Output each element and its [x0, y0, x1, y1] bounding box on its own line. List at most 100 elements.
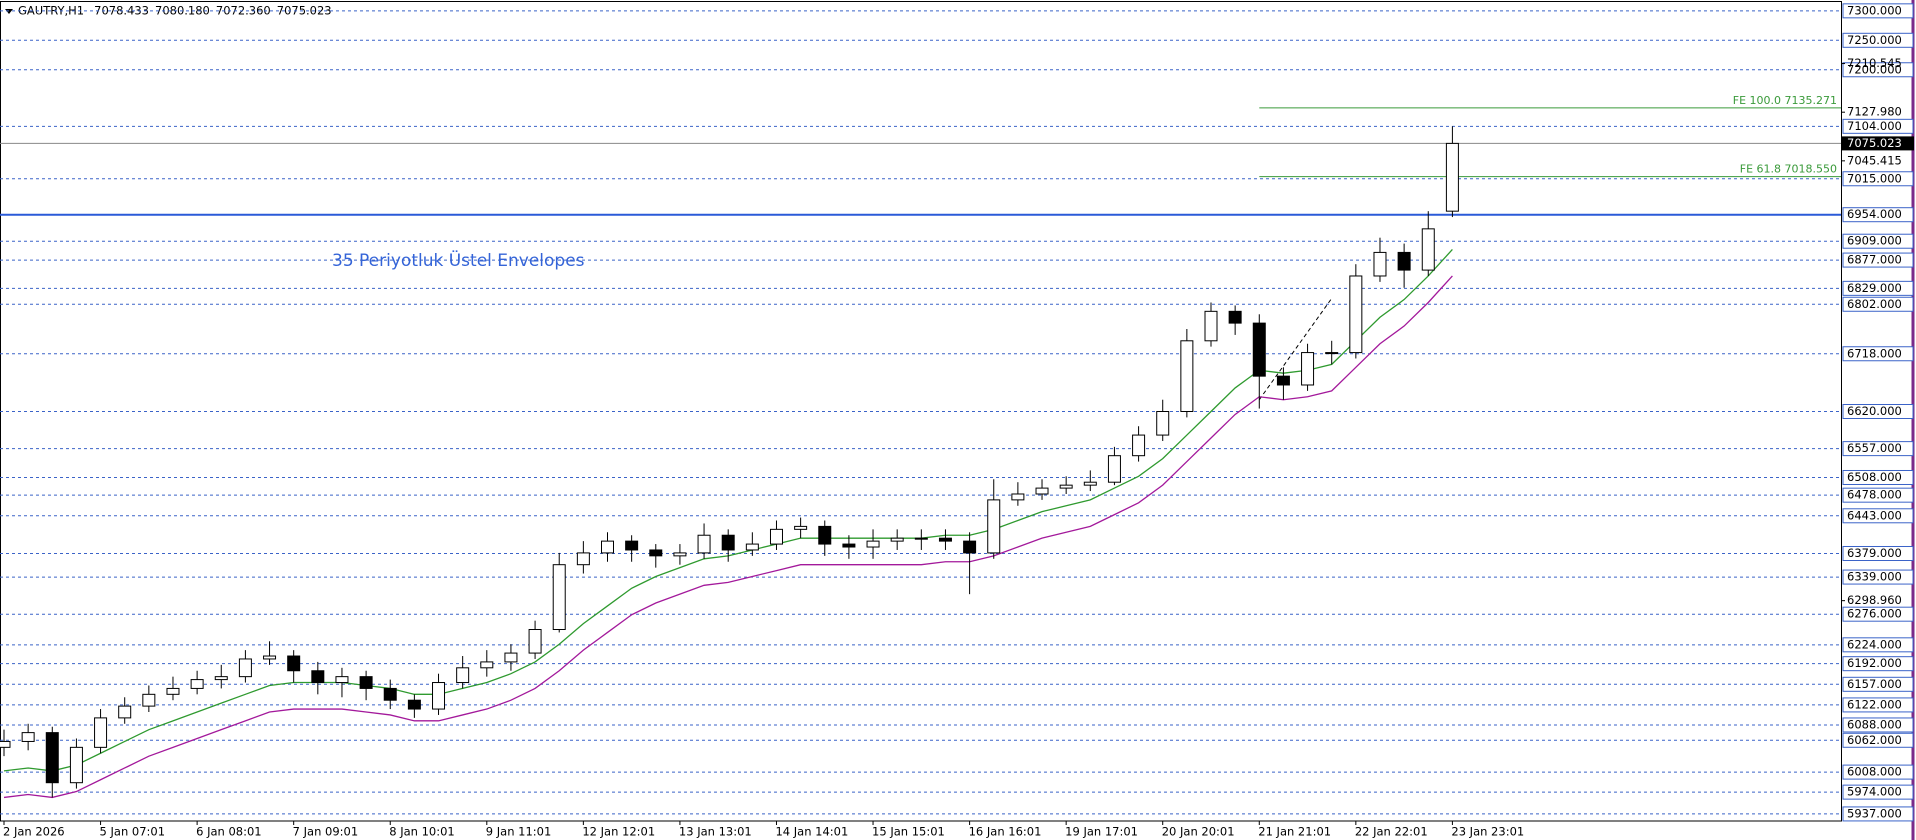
y-tick-label: 7300.000: [1847, 3, 1902, 17]
candle-body: [1276, 375, 1290, 386]
quote-value: 7072.360: [216, 4, 271, 18]
candle-body: [1445, 142, 1459, 212]
x-tick-label: 23 Jan 23:01: [1451, 825, 1524, 839]
candle-body: [190, 679, 204, 689]
candle-body: [69, 746, 83, 784]
y-tick-label: 6157.000: [1847, 677, 1902, 691]
candle-body: [576, 552, 590, 566]
candle-body: [214, 676, 228, 681]
candle-body: [263, 655, 277, 660]
level-label-box: [1842, 469, 1914, 485]
y-tick-label: 6443.000: [1847, 508, 1902, 522]
level-label-box: [1842, 404, 1914, 419]
level-label-box: [1842, 637, 1914, 653]
candle-body: [407, 699, 421, 710]
fibo-label: FE 61.8 7018.550: [1740, 163, 1837, 176]
level-label-box: [1842, 207, 1914, 223]
x-tick-label: 6 Jan 08:01: [196, 825, 262, 839]
candle-body: [1325, 352, 1339, 355]
x-tick-label: 21 Jan 21:01: [1258, 825, 1331, 839]
candle-body: [625, 540, 639, 551]
envelope-line: [3, 275, 1453, 799]
level-label-box: [1842, 118, 1914, 134]
level-label-box: [1842, 806, 1914, 822]
x-tick-label: 22 Jan 22:01: [1355, 825, 1428, 839]
level-label-box: [1842, 32, 1914, 48]
level-label-box: [1842, 676, 1914, 692]
level-label-box: [1842, 545, 1914, 561]
candle-body: [1421, 228, 1435, 271]
level-label-box: [1842, 62, 1914, 78]
x-tick-label: 20 Jan 20:01: [1162, 825, 1235, 839]
candle-body: [769, 528, 783, 545]
x-tick-label: 19 Jan 17:01: [1065, 825, 1138, 839]
y-scale-label: 7210.545: [1847, 56, 1902, 70]
candle-body: [118, 705, 132, 719]
y-tick-label: 6339.000: [1847, 570, 1902, 584]
level-label-box: [1842, 3, 1914, 19]
candle-body: [697, 534, 711, 554]
y-tick-label: 6478.000: [1847, 488, 1902, 502]
x-tick-label: 9 Jan 11:01: [486, 825, 552, 839]
candle-body: [914, 537, 928, 540]
candle-body: [721, 534, 735, 551]
y-tick-label: 7250.000: [1847, 33, 1902, 47]
y-tick-label: 6224.000: [1847, 637, 1902, 651]
menu-triangle: [5, 9, 13, 14]
y-scale-label: 7045.415: [1847, 153, 1902, 167]
y-tick-label: 6276.000: [1847, 607, 1902, 621]
y-tick-label: 6557.000: [1847, 441, 1902, 455]
candle-body: [1035, 487, 1049, 495]
y-tick-label: 6620.000: [1847, 404, 1902, 418]
y-tick-label: 6802.000: [1847, 297, 1902, 311]
candle-body: [1301, 352, 1315, 386]
candle-body: [335, 676, 349, 684]
level-label-box: [1842, 296, 1914, 312]
level-label-box: [1842, 697, 1914, 713]
quote-value: 7075.023: [277, 4, 332, 18]
level-label-box: [1842, 252, 1914, 268]
candle-body: [1228, 310, 1242, 324]
candle-body: [818, 525, 832, 545]
level-label-box: [1842, 508, 1914, 524]
candle-body: [45, 732, 59, 784]
y-tick-label: 6718.000: [1847, 346, 1902, 360]
y-tick-label: 5937.000: [1847, 806, 1902, 820]
candle-body: [1397, 251, 1411, 271]
candle-body: [311, 670, 325, 684]
x-tick-label: 15 Jan 15:01: [872, 825, 945, 839]
y-tick-label: 6088.000: [1847, 717, 1902, 731]
candle-body: [238, 658, 252, 678]
candle-body: [432, 682, 446, 710]
level-label-box: [1842, 346, 1914, 362]
x-tick-label: 7 Jan 09:01: [293, 825, 359, 839]
candle-body: [0, 740, 11, 748]
candle-body: [383, 687, 397, 701]
y-tick-label: 6829.000: [1847, 281, 1902, 295]
candle-body: [528, 629, 542, 654]
candle-body: [938, 537, 952, 542]
candle-body: [794, 525, 808, 530]
y-tick-label: 5974.000: [1847, 785, 1902, 799]
y-tick-label: 7104.000: [1847, 119, 1902, 133]
level-label-box: [1842, 233, 1914, 249]
candle-body: [890, 537, 904, 542]
candle-body: [1204, 310, 1218, 342]
candle-body: [359, 676, 373, 689]
y-tick-label: 7200.000: [1847, 62, 1902, 76]
level-label-box: [1842, 280, 1914, 296]
candle-body: [504, 652, 518, 663]
y-tick-label: 6192.000: [1847, 656, 1902, 670]
candle-body: [1373, 251, 1387, 277]
candle-body: [1252, 322, 1266, 377]
y-tick-label: 7015.000: [1847, 171, 1902, 185]
y-scale-label: 7127.980: [1847, 105, 1902, 119]
candle-body: [21, 732, 35, 742]
candle-body: [963, 540, 977, 554]
y-tick-label: 6122.000: [1847, 697, 1902, 711]
level-label-box: [1842, 784, 1914, 800]
level-label-box: [1842, 171, 1914, 187]
candle-body: [842, 543, 856, 548]
current-price-box: [1842, 136, 1914, 151]
candle-body: [552, 564, 566, 631]
